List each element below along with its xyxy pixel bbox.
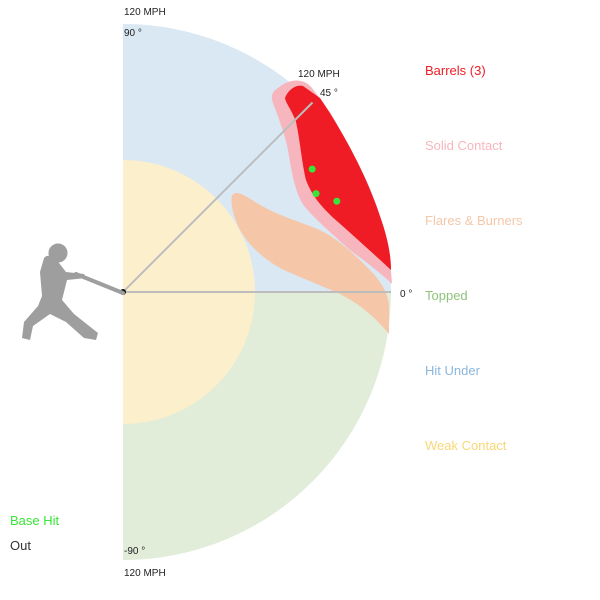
angle-90-label: 90 ° — [124, 28, 142, 39]
legend-hit-under: Hit Under — [425, 363, 481, 378]
angle-45-label: 45 ° — [320, 88, 338, 99]
batted-ball-point-3 — [312, 190, 320, 198]
angle-neg90-label: -90 ° — [124, 546, 145, 557]
batter-silhouette-icon — [22, 243, 125, 340]
reference-line-45-degrees — [122, 101, 314, 293]
legend-barrels: Barrels (3) — [425, 63, 486, 78]
batted-ball-points — [308, 165, 341, 205]
diagonal-speed-label: 120 MPH — [298, 69, 340, 80]
outcome-legend: Base Hit Out — [10, 513, 60, 553]
barrel-region — [285, 85, 391, 270]
angle-0-label: 0 ° — [400, 289, 412, 300]
legend-base-hit: Base Hit — [10, 513, 60, 528]
legend-flares-burners: Flares & Burners — [425, 213, 523, 228]
bottom-speed-label: 120 MPH — [124, 568, 166, 579]
batted-ball-point-1 — [308, 165, 316, 173]
top-speed-label: 120 MPH — [124, 7, 166, 18]
legend-topped: Topped — [425, 288, 468, 303]
flares-burners-region — [231, 193, 389, 334]
legend-out: Out — [10, 538, 31, 553]
legend-weak-contact: Weak Contact — [425, 438, 507, 453]
legend-solid-contact: Solid Contact — [425, 138, 503, 153]
batted-ball-point-2 — [333, 197, 341, 205]
zone-legend: Barrels (3) Solid Contact Flares & Burne… — [425, 63, 523, 453]
